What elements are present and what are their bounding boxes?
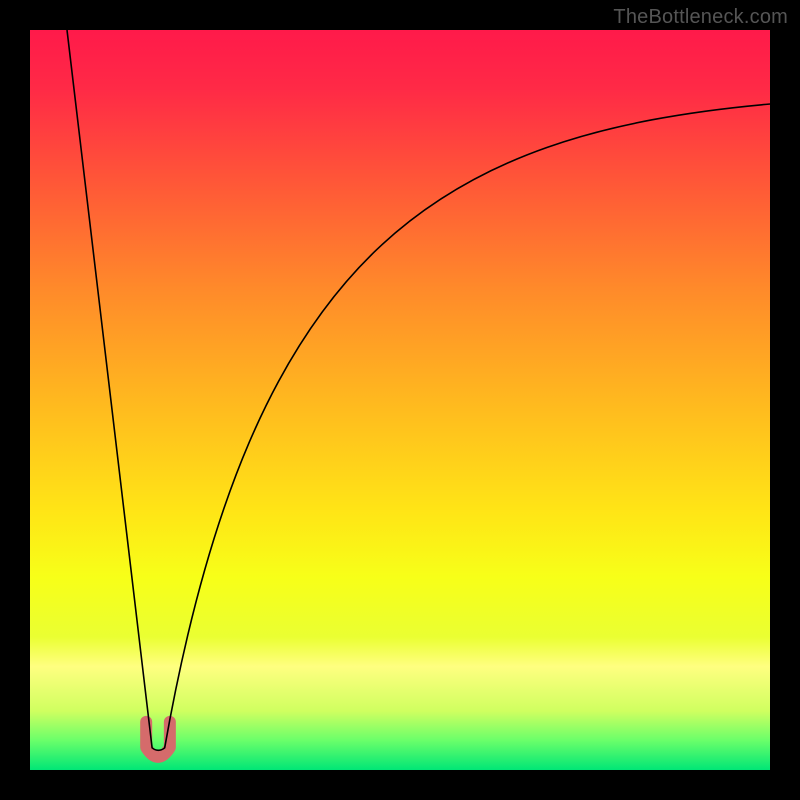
watermark-text: TheBottleneck.com bbox=[613, 6, 788, 29]
chart-container: TheBottleneck.com bbox=[0, 0, 800, 800]
bottleneck-chart bbox=[0, 0, 800, 800]
